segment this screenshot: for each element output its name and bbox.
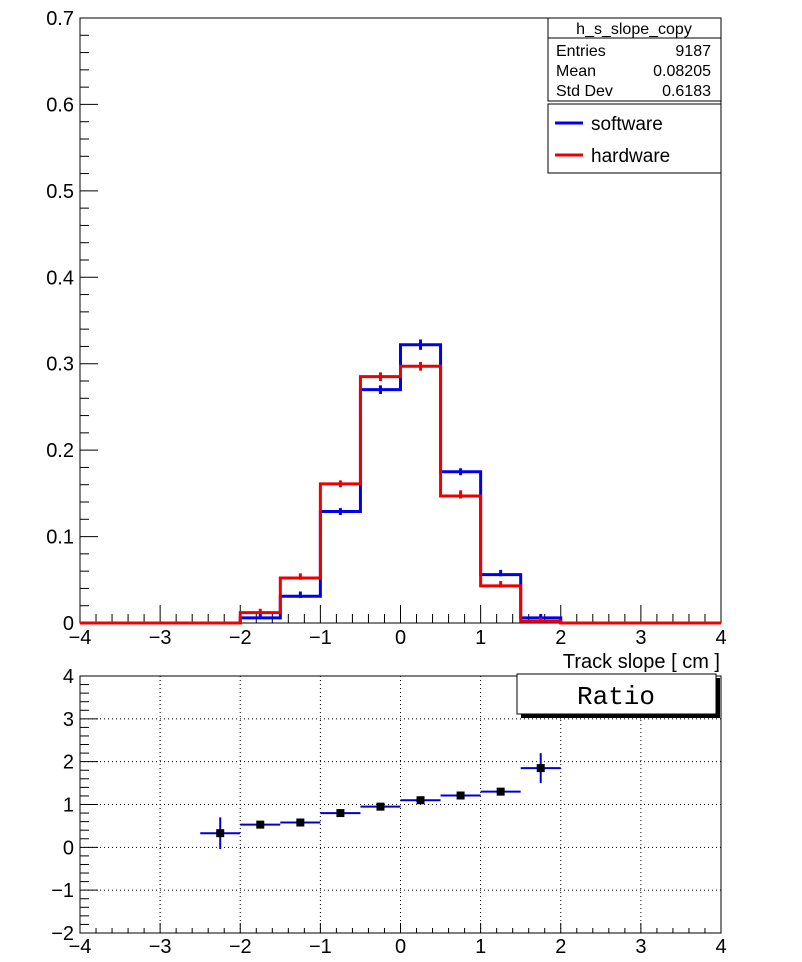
ratio-points [200,753,561,850]
x-tick-label: 0 [395,627,406,649]
stats-box-title: h_s_slope_copy [576,21,692,38]
x-tick-label: −3 [149,936,172,958]
ratio-x-tick-labels: −4 −3 −2 −1 0 1 2 3 4 [69,936,727,958]
y-tick-label: 0.2 [46,440,74,462]
x-tick-label: 1 [475,936,486,958]
ratio-y-tick-labels: −2 −1 0 1 2 3 4 [51,666,74,945]
x-tick-label: −3 [149,627,172,649]
ratio-point [416,796,425,805]
x-tick-label: 4 [715,627,726,649]
x-tick-label: 3 [635,936,646,958]
stats-entries-value: 9187 [675,43,711,60]
ratio-point [536,764,545,773]
ratio-point [456,791,465,800]
y-tick-label: 1 [63,795,74,817]
y-tick-label: −1 [51,880,74,902]
x-tick-label: 2 [555,936,566,958]
histogram-step-hardware [80,364,721,625]
x-tick-label: −4 [69,936,92,958]
histogram-series [80,339,721,625]
ratio-grid [80,676,721,933]
y-tick-label: 0.5 [46,181,74,203]
y-tick-label: 3 [63,709,74,731]
x-tick-label: 1 [475,627,486,649]
stats-mean-label: Mean [556,63,596,80]
ratio-point [376,802,385,811]
stats-entries-label: Entries [556,43,606,60]
ratio-point [256,820,265,829]
x-tick-label: 2 [555,627,566,649]
legend-frame [547,103,722,174]
x-tick-label: −2 [229,936,252,958]
legend: software hardware [547,103,722,174]
y-tick-label: 0.3 [46,354,74,376]
ratio-panel: −2 −1 0 1 2 3 4 −4 −3 −2 −1 0 1 2 3 4 Ratio [51,666,726,958]
stats-mean-value: 0.08205 [653,63,711,80]
x-tick-label: 0 [395,936,406,958]
y-tick-label: 0.6 [46,94,74,116]
ratio-title-frame [516,673,717,715]
ratio-axis-ticks [79,675,722,934]
x-tick-label: 3 [635,627,646,649]
y-tick-label: 4 [63,666,74,688]
ratio-point [336,809,345,818]
legend-label-hardware: hardware [591,146,670,167]
ratio-point [296,818,305,827]
y-tick-label: 0 [63,613,74,635]
x-tick-label: −2 [229,627,252,649]
histogram-x-tick-labels: −4 −3 −2 −1 0 1 2 3 4 [69,627,727,649]
stats-box: h_s_slope_copy Entries 9187 Mean 0.08205… [547,17,722,102]
ratio-point [496,787,505,796]
x-tick-label: −1 [309,627,332,649]
y-tick-label: 0 [63,837,74,859]
legend-label-software: software [591,114,663,135]
histogram-y-tick-labels: 0 0.1 0.2 0.3 0.4 0.5 0.6 0.7 [46,8,74,635]
y-tick-label: 0.1 [46,527,74,549]
x-tick-label: 4 [715,936,726,958]
x-tick-label: −1 [309,936,332,958]
y-tick-label: 2 [63,752,74,774]
stats-box-frame [547,17,722,102]
ratio-point [216,829,225,838]
ratio-title: Ratio [577,682,655,712]
y-tick-label: 0.7 [46,8,74,30]
x-tick-label: −4 [69,627,92,649]
stats-stddev-label: Std Dev [556,83,613,100]
y-tick-label: 0.4 [46,267,74,289]
y-tick-label: −2 [51,923,74,945]
ratio-title-box: Ratio [516,673,720,718]
histogram-panel: 0 0.1 0.2 0.3 0.4 0.5 0.6 0.7 −4 −3 −2 −1 0 1 2 3 4 Tra… [46,8,726,673]
stats-stddev-value: 0.6183 [662,83,711,100]
x-axis-title: Track slope [ cm ] [563,651,720,673]
